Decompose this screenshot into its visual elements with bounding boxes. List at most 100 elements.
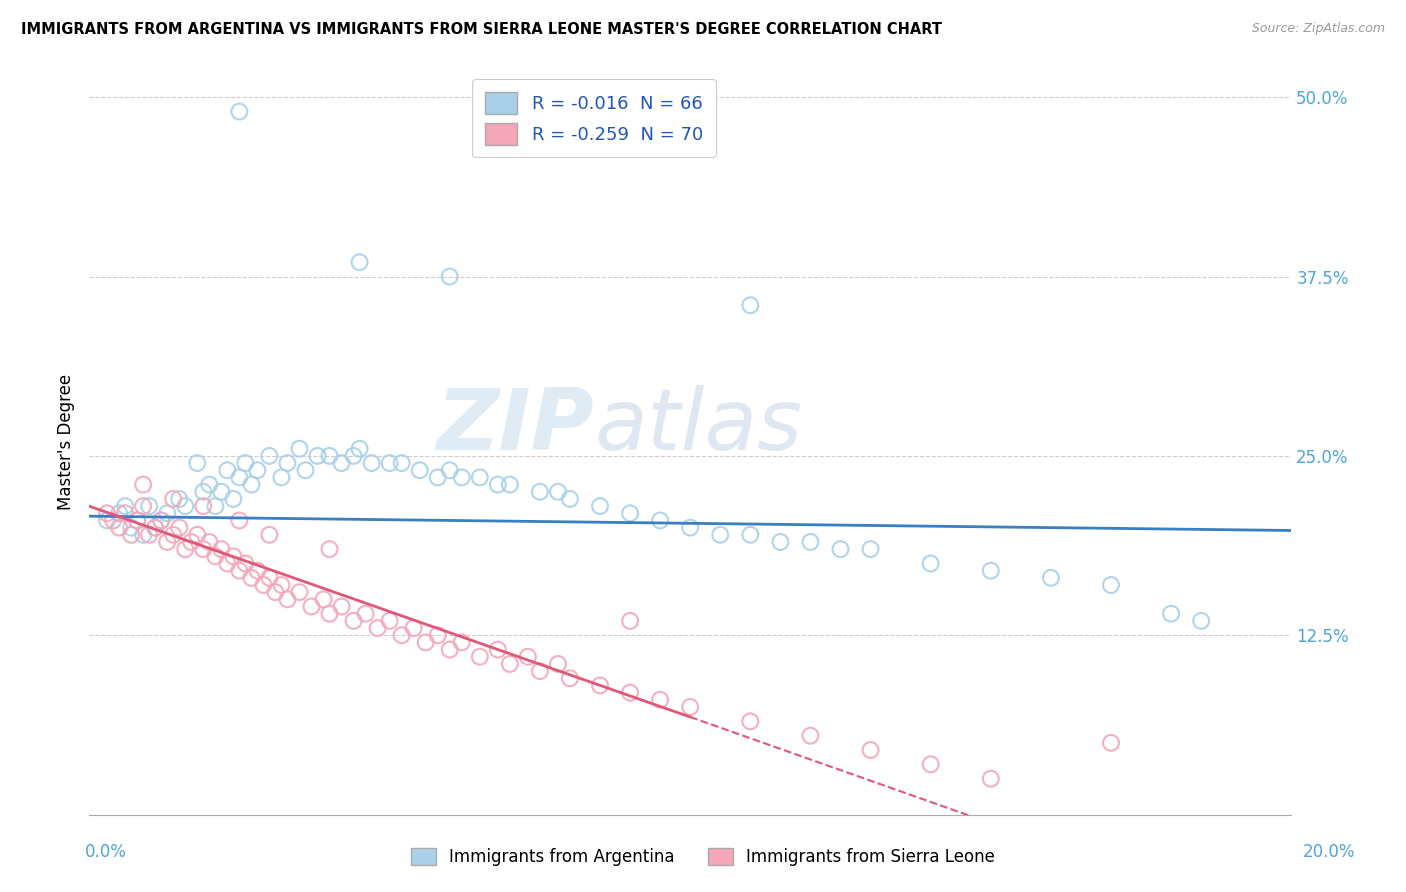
Point bbox=[426, 628, 449, 642]
Point bbox=[301, 599, 323, 614]
Point bbox=[114, 499, 136, 513]
Text: 0.0%: 0.0% bbox=[84, 843, 127, 861]
Point bbox=[740, 298, 762, 312]
Point bbox=[349, 442, 371, 456]
Point bbox=[143, 521, 166, 535]
Point bbox=[529, 484, 551, 499]
Point bbox=[378, 614, 401, 628]
Point bbox=[198, 477, 221, 491]
Point bbox=[1099, 736, 1122, 750]
Point bbox=[264, 585, 287, 599]
Point bbox=[270, 578, 292, 592]
Point bbox=[217, 557, 239, 571]
Point bbox=[180, 535, 202, 549]
Point bbox=[259, 449, 281, 463]
Point bbox=[342, 614, 364, 628]
Point bbox=[740, 528, 762, 542]
Point bbox=[547, 657, 569, 671]
Point bbox=[114, 506, 136, 520]
Point bbox=[259, 571, 281, 585]
Point bbox=[235, 456, 257, 470]
Point bbox=[402, 621, 425, 635]
Point bbox=[101, 513, 124, 527]
Point bbox=[499, 657, 522, 671]
Point bbox=[450, 635, 472, 649]
Point bbox=[354, 607, 377, 621]
Point bbox=[294, 463, 316, 477]
Point bbox=[709, 528, 731, 542]
Point bbox=[186, 528, 208, 542]
Point bbox=[228, 513, 250, 527]
Point bbox=[650, 693, 672, 707]
Text: IMMIGRANTS FROM ARGENTINA VS IMMIGRANTS FROM SIERRA LEONE MASTER'S DEGREE CORREL: IMMIGRANTS FROM ARGENTINA VS IMMIGRANTS … bbox=[21, 22, 942, 37]
Text: Source: ZipAtlas.com: Source: ZipAtlas.com bbox=[1251, 22, 1385, 36]
Point bbox=[240, 477, 263, 491]
Point bbox=[193, 499, 215, 513]
Point bbox=[516, 649, 538, 664]
Point bbox=[619, 614, 641, 628]
Y-axis label: Master's Degree: Master's Degree bbox=[58, 374, 75, 509]
Point bbox=[558, 671, 581, 685]
Point bbox=[259, 528, 281, 542]
Point bbox=[799, 729, 821, 743]
Point bbox=[120, 521, 142, 535]
Point bbox=[138, 499, 160, 513]
Point bbox=[1039, 571, 1062, 585]
Point bbox=[558, 491, 581, 506]
Point bbox=[1189, 614, 1212, 628]
Point bbox=[204, 549, 226, 564]
Point bbox=[228, 104, 250, 119]
Point bbox=[127, 513, 149, 527]
Point bbox=[486, 477, 509, 491]
Point bbox=[162, 528, 184, 542]
Text: 20.0%: 20.0% bbox=[1302, 843, 1355, 861]
Text: ZIP: ZIP bbox=[436, 385, 593, 468]
Point bbox=[193, 484, 215, 499]
Legend: Immigrants from Argentina, Immigrants from Sierra Leone: Immigrants from Argentina, Immigrants fr… bbox=[402, 840, 1004, 875]
Point bbox=[132, 499, 155, 513]
Point bbox=[391, 628, 413, 642]
Point bbox=[342, 449, 364, 463]
Point bbox=[367, 621, 389, 635]
Point bbox=[307, 449, 329, 463]
Point bbox=[162, 491, 184, 506]
Point bbox=[174, 542, 197, 557]
Point bbox=[318, 607, 340, 621]
Point bbox=[679, 521, 702, 535]
Point bbox=[468, 470, 491, 484]
Point bbox=[360, 456, 382, 470]
Point bbox=[740, 714, 762, 729]
Point bbox=[920, 557, 942, 571]
Point bbox=[330, 456, 353, 470]
Point bbox=[439, 642, 461, 657]
Point bbox=[318, 449, 340, 463]
Point bbox=[330, 599, 353, 614]
Point bbox=[204, 499, 226, 513]
Point bbox=[156, 535, 179, 549]
Point bbox=[96, 513, 118, 527]
Point bbox=[138, 528, 160, 542]
Point bbox=[270, 470, 292, 484]
Point bbox=[312, 592, 335, 607]
Point bbox=[650, 513, 672, 527]
Point bbox=[288, 442, 311, 456]
Point bbox=[108, 506, 131, 520]
Point bbox=[209, 542, 232, 557]
Point bbox=[679, 700, 702, 714]
Point bbox=[108, 521, 131, 535]
Point bbox=[318, 542, 340, 557]
Point bbox=[439, 463, 461, 477]
Point bbox=[246, 564, 269, 578]
Point bbox=[167, 521, 190, 535]
Point bbox=[529, 664, 551, 678]
Point bbox=[426, 470, 449, 484]
Point bbox=[186, 456, 208, 470]
Point bbox=[468, 649, 491, 664]
Point bbox=[547, 484, 569, 499]
Point bbox=[349, 255, 371, 269]
Point bbox=[222, 491, 245, 506]
Point bbox=[859, 743, 882, 757]
Point bbox=[980, 564, 1002, 578]
Point bbox=[222, 549, 245, 564]
Point bbox=[198, 535, 221, 549]
